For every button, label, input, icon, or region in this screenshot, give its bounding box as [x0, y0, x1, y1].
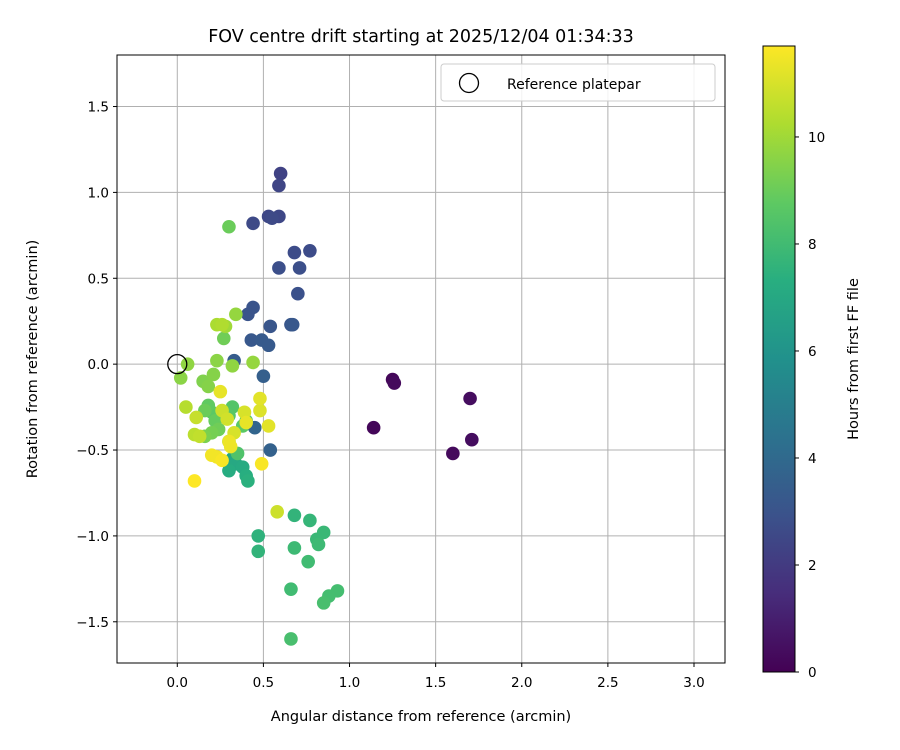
- chart-title: FOV centre drift starting at 2025/12/04 …: [208, 27, 634, 47]
- y-tick-label: 0.5: [88, 271, 109, 287]
- data-point: [311, 537, 326, 552]
- data-point: [272, 261, 286, 275]
- data-point: [187, 474, 202, 488]
- data-point: [206, 367, 221, 382]
- y-tick-label: 1.0: [88, 185, 109, 201]
- data-point: [239, 415, 253, 430]
- reference-platepar-marker: [167, 354, 188, 375]
- data-point: [446, 446, 460, 461]
- data-point: [251, 529, 266, 543]
- data-point: [189, 410, 204, 425]
- data-point: [303, 243, 317, 258]
- y-tick-label: −1.5: [76, 615, 109, 631]
- data-point: [301, 554, 315, 569]
- data-point: [201, 379, 216, 394]
- y-tick-label: 1.5: [88, 100, 109, 116]
- data-point: [284, 632, 298, 646]
- data-point: [287, 541, 302, 555]
- data-point: [241, 307, 255, 322]
- data-point: [285, 317, 300, 332]
- data-point: [284, 582, 298, 596]
- colorbar-tick-label: 8: [808, 237, 817, 253]
- data-point: [261, 338, 276, 353]
- x-tick-label: 1.5: [425, 675, 446, 691]
- x-tick-label: 2.5: [597, 675, 618, 691]
- data-point: [273, 166, 288, 181]
- data-point: [229, 307, 243, 322]
- plot-background: [117, 55, 725, 663]
- legend-label: Reference platepar: [507, 77, 641, 93]
- data-point: [387, 376, 402, 390]
- colorbar-gradient: [762, 45, 796, 673]
- colorbar-tick-label: 6: [808, 344, 817, 360]
- x-tick-label: 1.0: [339, 675, 360, 691]
- data-point: [272, 178, 286, 193]
- data-point: [237, 405, 252, 420]
- data-point: [215, 453, 229, 468]
- data-point: [263, 319, 278, 334]
- y-tick-label: −0.5: [76, 443, 109, 459]
- data-point: [210, 353, 224, 368]
- data-point: [261, 419, 276, 433]
- x-tick-label: 0.5: [253, 675, 274, 691]
- data-point: [213, 384, 228, 399]
- data-point: [270, 505, 284, 519]
- x-tick-label: 2.0: [511, 675, 532, 691]
- legend-marker-icon: [458, 72, 480, 94]
- data-point: [263, 443, 278, 457]
- data-point: [251, 544, 266, 559]
- data-point: [292, 261, 307, 275]
- data-point: [179, 400, 193, 414]
- data-point: [225, 359, 240, 373]
- legend: Reference platepar: [440, 63, 716, 102]
- plot-area: [116, 54, 726, 664]
- colorbar-tick-label: 2: [808, 558, 817, 574]
- y-tick-label: 0.0: [88, 357, 109, 373]
- x-axis-label: Angular distance from reference (arcmin): [271, 709, 571, 725]
- data-point: [254, 456, 269, 471]
- x-axis-ticks: 0.0 0.5 1.0 1.5 2.0 2.5 3.0: [167, 663, 705, 691]
- data-point: [366, 420, 381, 435]
- data-point: [465, 432, 479, 447]
- legend-box: [440, 63, 716, 102]
- data-point: [244, 333, 259, 347]
- data-point: [173, 371, 188, 385]
- y-axis-label: Rotation from reference (arcmin): [25, 240, 41, 479]
- data-point: [287, 245, 302, 260]
- data-point: [287, 508, 302, 523]
- data-point: [222, 463, 236, 478]
- data-point: [303, 513, 317, 528]
- colorbar-label: Hours from first FF file: [846, 278, 862, 440]
- data-point: [192, 429, 207, 444]
- colorbar-tick-label: 4: [808, 451, 817, 467]
- data-point: [253, 391, 267, 406]
- colorbar: 0 2 4 6 8 10 Hours from first FF file: [762, 45, 862, 681]
- y-axis-ticks: −1.5 −1.0 −0.5 0.0 0.5 1.0 1.5: [76, 100, 117, 631]
- data-points: [173, 166, 479, 646]
- colorbar-tick-label: 10: [808, 130, 825, 146]
- data-point: [265, 211, 279, 225]
- colorbar-tick-label: 0: [808, 665, 817, 681]
- x-tick-label: 3.0: [683, 675, 704, 691]
- data-point: [216, 331, 231, 346]
- data-point: [222, 434, 236, 449]
- data-point: [241, 474, 255, 488]
- data-point: [180, 357, 195, 371]
- data-point: [246, 355, 260, 370]
- x-tick-label: 0.0: [167, 675, 188, 691]
- colorbar-ticks: 0 2 4 6 8 10: [795, 130, 825, 681]
- plot-frame: [116, 54, 726, 664]
- data-point: [222, 219, 236, 234]
- data-point: [316, 596, 331, 610]
- data-point: [220, 412, 235, 426]
- data-point: [246, 216, 260, 231]
- data-point: [215, 317, 229, 332]
- data-point: [253, 403, 267, 418]
- data-point: [256, 369, 271, 383]
- data-point: [291, 286, 305, 301]
- y-tick-label: −1.0: [76, 529, 109, 545]
- data-point: [463, 391, 477, 406]
